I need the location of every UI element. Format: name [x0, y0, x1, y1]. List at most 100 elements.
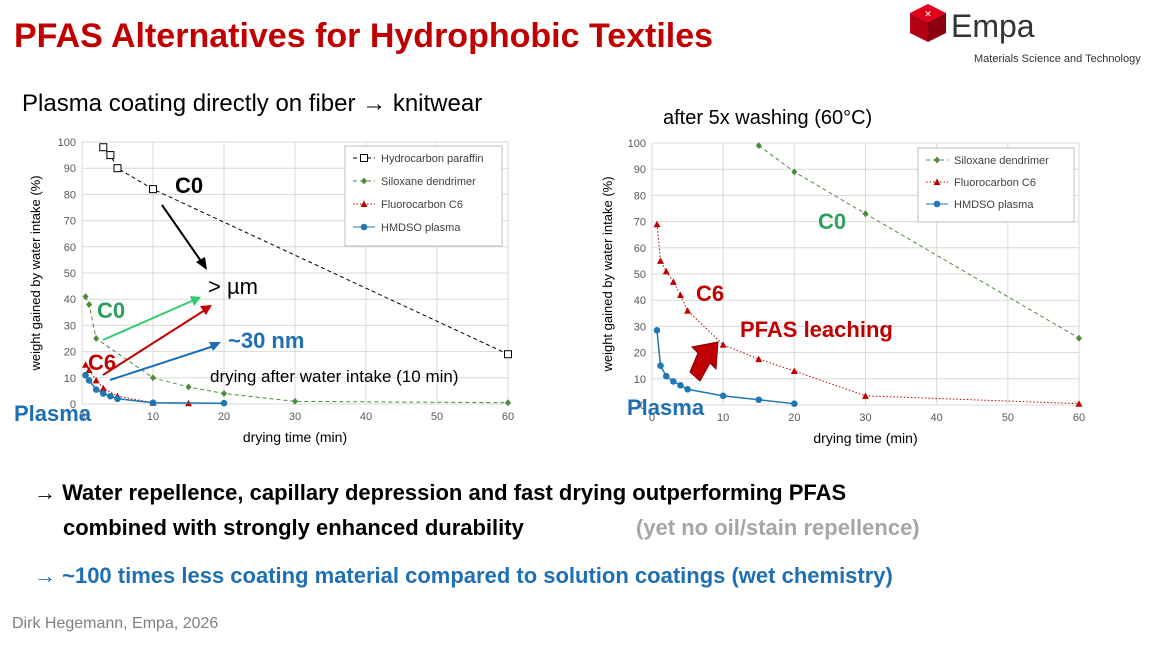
logo-icon: ✕	[910, 4, 946, 42]
bullet-line: combined with strongly enhanced durabili…	[63, 515, 525, 540]
y-tick-label: 0	[70, 399, 76, 411]
marker	[85, 366, 93, 373]
marker	[504, 350, 512, 359]
legend-label: Fluorocarbon C6	[381, 199, 463, 211]
marker	[862, 210, 869, 218]
marker	[684, 307, 692, 314]
marker	[82, 371, 89, 379]
y-axis-label: weight gained by water intake (%)	[28, 175, 43, 371]
y-axis-label: weight gained by water intake (%)	[600, 176, 615, 372]
y-tick-label: 0	[640, 400, 646, 412]
annotation: C0	[818, 209, 846, 234]
y-tick-label: 40	[64, 294, 76, 306]
marker	[85, 377, 93, 384]
legend-marker	[360, 200, 368, 207]
legend-marker	[360, 223, 368, 231]
marker	[862, 392, 869, 399]
legend-marker	[934, 156, 940, 164]
x-axis-label: drying time (min)	[243, 429, 347, 445]
bullet-line: → Water repellence, capillary depression…	[34, 480, 846, 505]
marker	[100, 390, 107, 397]
legend-box	[344, 145, 503, 247]
x-tick-label: 30	[289, 411, 301, 423]
y-tick-label: 10	[64, 373, 76, 385]
x-tick-label: 20	[788, 412, 800, 424]
y-tick-label: 70	[64, 216, 76, 228]
chart-title: Plasma coating directly on fiber → knitw…	[22, 90, 482, 117]
marker	[82, 361, 90, 368]
legend-marker	[361, 177, 367, 185]
y-tick-label: 10	[634, 374, 646, 386]
annotation: ~30 nm	[228, 328, 304, 353]
legend-marker	[933, 200, 941, 208]
y-tick-label: 60	[64, 242, 76, 254]
title: PFAS Alternatives for Hydrophobic Textil…	[14, 17, 713, 55]
marker	[790, 367, 798, 374]
y-tick-label: 80	[64, 189, 76, 201]
marker	[669, 278, 677, 285]
marker	[292, 397, 298, 405]
marker	[755, 355, 763, 363]
annotation-arrows	[102, 204, 719, 382]
y-tick-label: 60	[634, 243, 646, 255]
x-tick-label: 50	[1002, 412, 1014, 424]
x-tick-label: 60	[1073, 412, 1085, 424]
marker	[657, 257, 665, 264]
marker	[106, 151, 115, 160]
annotation: > µm	[208, 274, 258, 299]
x-tick-label: 10	[147, 411, 159, 423]
marker	[719, 341, 727, 348]
marker	[662, 372, 670, 380]
annotation: drying after water intake (10 min)	[210, 367, 459, 386]
marker	[676, 291, 684, 298]
marker	[149, 399, 157, 406]
marker	[662, 267, 670, 275]
marker	[220, 399, 228, 407]
bullet-note: (yet no oil/stain repellence)	[636, 515, 920, 540]
legend-label: Siloxane dendrimer	[954, 155, 1049, 167]
marker	[653, 327, 661, 334]
y-tick-label: 100	[58, 137, 76, 149]
marker	[82, 293, 89, 301]
marker	[1076, 334, 1082, 342]
annotation: C0	[175, 173, 203, 198]
y-tick-label: 90	[634, 164, 646, 176]
y-tick-label: 50	[64, 268, 76, 280]
marker	[114, 395, 121, 403]
y-tick-label: 70	[634, 217, 646, 229]
x-tick-label: 50	[431, 411, 443, 423]
chart-title: after 5x washing (60°C)	[663, 107, 872, 129]
y-tick-label: 80	[634, 190, 646, 202]
legend-label: HMDSO plasma	[381, 222, 461, 234]
y-tick-label: 90	[64, 163, 76, 175]
annotation: C0	[97, 298, 125, 323]
legend-marker	[360, 154, 368, 162]
y-tick-label: 20	[64, 347, 76, 359]
marker	[221, 390, 227, 398]
marker	[677, 382, 684, 389]
marker	[791, 400, 798, 407]
marker	[92, 376, 100, 384]
x-tick-label: 0	[649, 412, 655, 424]
marker	[185, 383, 192, 391]
x-axis-label: drying time (min)	[813, 430, 917, 446]
logo-subtitle: Materials Science and Technology	[974, 53, 1141, 65]
x-tick-label: 40	[931, 412, 943, 424]
marker	[99, 384, 107, 392]
x-tick-label: 40	[360, 411, 372, 423]
series-line	[656, 224, 1080, 405]
y-tick-label: 30	[634, 321, 646, 333]
marker	[93, 335, 100, 342]
marker	[92, 386, 100, 393]
marker	[505, 399, 511, 407]
legend-marker	[933, 178, 941, 185]
legend-label: Hydrocarbon paraffin	[381, 153, 484, 165]
marker	[657, 362, 664, 370]
y-tick-label: 50	[634, 269, 646, 281]
marker	[149, 185, 157, 194]
annotation: Plasma	[627, 395, 705, 420]
marker	[791, 168, 798, 176]
marker	[150, 374, 156, 382]
y-tick-label: 20	[634, 348, 646, 360]
legend-label: HMDSO plasma	[954, 199, 1034, 211]
